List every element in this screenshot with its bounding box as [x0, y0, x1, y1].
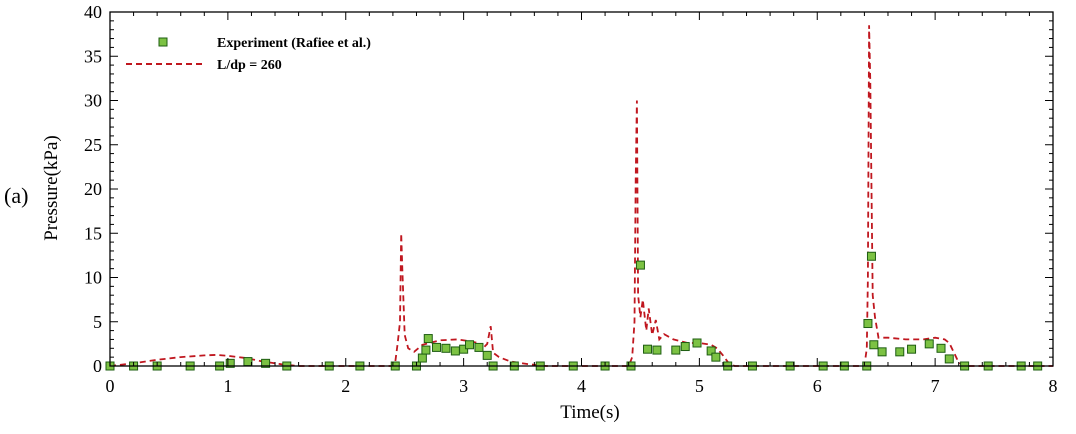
experiment-point	[441, 343, 451, 353]
experiment-point	[635, 260, 645, 270]
legend-label-simulation: L/dp = 260	[217, 58, 282, 73]
x-tick-label: 3	[459, 376, 468, 396]
plot-area	[105, 25, 1053, 371]
experiment-point	[895, 347, 905, 357]
axes: 0 1 2 3 4 5 6 7 8 0 5 10 15 20 25 30 35 40	[84, 2, 1058, 396]
experiment-point	[243, 357, 253, 367]
experiment-point	[652, 345, 662, 355]
experiment-point	[924, 339, 934, 349]
experiment-point	[671, 345, 681, 355]
experiment-point	[423, 334, 433, 344]
x-tick-label: 0	[106, 376, 115, 396]
experiment-point	[711, 352, 721, 362]
x-tick-label: 8	[1049, 376, 1058, 396]
legend: Experiment (Rafiee et al.) L/dp = 260	[126, 36, 371, 73]
experiment-point	[866, 251, 876, 261]
y-tick-label: 5	[93, 312, 102, 332]
experiment-point	[421, 345, 431, 355]
y-axis-title: Pressure(kPa)	[41, 135, 62, 241]
y-tick-label: 35	[84, 46, 102, 66]
experiment-point	[877, 347, 887, 357]
y-tick-label: 20	[84, 179, 102, 199]
experiment-point	[692, 338, 702, 348]
y-tick-label: 15	[84, 223, 102, 243]
experiment-point	[450, 346, 460, 356]
experiment-point	[706, 346, 716, 356]
experiment-point	[869, 340, 879, 350]
y-tick-label: 30	[84, 91, 102, 111]
panel-label: (a)	[4, 183, 29, 208]
x-tick-label: 1	[223, 376, 232, 396]
experiment-point	[863, 319, 873, 329]
x-tick-label: 4	[577, 376, 586, 396]
experiment-point	[936, 343, 946, 353]
experiment-point	[465, 340, 475, 350]
experiment-point	[907, 344, 917, 354]
y-tick-label: 40	[84, 2, 102, 22]
legend-marker-experiment	[158, 37, 168, 47]
series-line-simulation	[109, 25, 1053, 367]
x-tick-label: 5	[695, 376, 704, 396]
experiment-point	[225, 358, 235, 368]
x-tick-label: 7	[931, 376, 940, 396]
x-tick-label: 6	[813, 376, 822, 396]
x-axis-title: Time(s)	[560, 402, 619, 423]
experiment-point	[680, 342, 690, 352]
y-tick-label: 0	[93, 356, 102, 376]
experiment-point	[432, 342, 442, 352]
legend-label-experiment: Experiment (Rafiee et al.)	[217, 36, 371, 51]
x-tick-label: 2	[341, 376, 350, 396]
experiment-point	[474, 342, 484, 352]
experiment-point	[417, 353, 427, 363]
experiment-point	[261, 358, 271, 368]
y-tick-label: 25	[84, 135, 102, 155]
experiment-point	[643, 344, 653, 354]
y-tick-label: 10	[84, 268, 102, 288]
experiment-point	[482, 350, 492, 360]
experiment-point	[944, 354, 954, 364]
